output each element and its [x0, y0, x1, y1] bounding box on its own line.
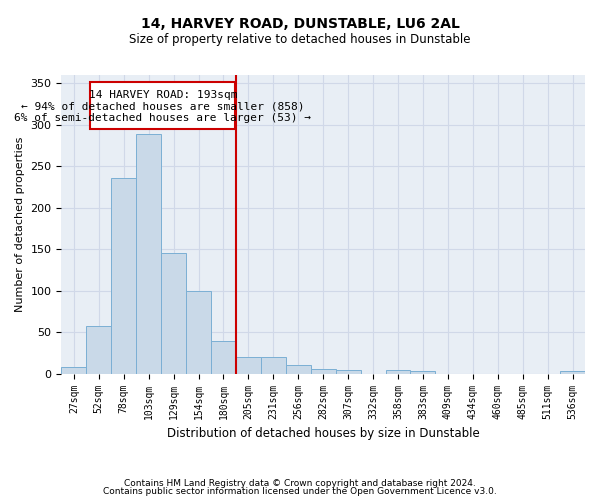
X-axis label: Distribution of detached houses by size in Dunstable: Distribution of detached houses by size … [167, 427, 479, 440]
Bar [311, 368, 335, 374]
Text: Contains public sector information licensed under the Open Government Licence v3: Contains public sector information licen… [103, 487, 497, 496]
Bar [86, 326, 111, 374]
Text: Contains HM Land Registry data © Crown copyright and database right 2024.: Contains HM Land Registry data © Crown c… [124, 478, 476, 488]
Text: ← 94% of detached houses are smaller (858): ← 94% of detached houses are smaller (85… [21, 102, 305, 112]
Text: 14, HARVEY ROAD, DUNSTABLE, LU6 2AL: 14, HARVEY ROAD, DUNSTABLE, LU6 2AL [140, 18, 460, 32]
Bar [286, 364, 311, 374]
Bar [61, 367, 86, 374]
Bar [136, 134, 161, 374]
Bar [560, 371, 585, 374]
Bar [335, 370, 361, 374]
Y-axis label: Number of detached properties: Number of detached properties [15, 136, 25, 312]
Bar [410, 371, 436, 374]
Text: Size of property relative to detached houses in Dunstable: Size of property relative to detached ho… [129, 32, 471, 46]
Bar [386, 370, 410, 374]
Text: 6% of semi-detached houses are larger (53) →: 6% of semi-detached houses are larger (5… [14, 113, 311, 123]
FancyBboxPatch shape [90, 82, 235, 129]
Bar [186, 290, 211, 374]
Bar [211, 340, 236, 374]
Bar [236, 357, 261, 374]
Text: 14 HARVEY ROAD: 193sqm: 14 HARVEY ROAD: 193sqm [89, 90, 237, 100]
Bar [261, 357, 286, 374]
Bar [161, 252, 186, 374]
Bar [111, 178, 136, 374]
